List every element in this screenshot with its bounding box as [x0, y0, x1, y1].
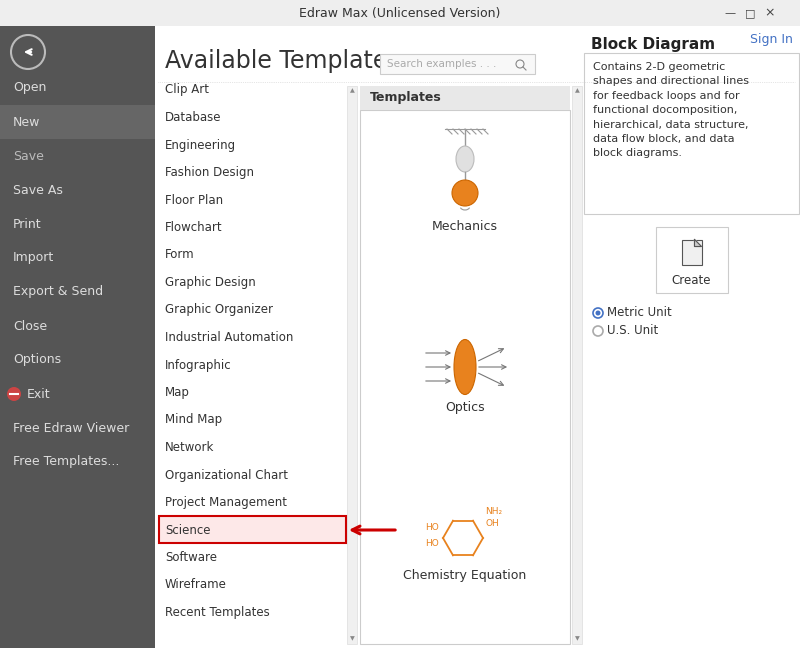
Text: Open: Open — [13, 82, 46, 95]
Text: Metric Unit: Metric Unit — [607, 307, 672, 319]
Text: Edraw Max (Unlicensed Version): Edraw Max (Unlicensed Version) — [299, 6, 501, 19]
Text: Print: Print — [13, 218, 42, 231]
Ellipse shape — [456, 146, 474, 172]
Text: Infographic: Infographic — [165, 358, 232, 371]
FancyBboxPatch shape — [584, 53, 799, 214]
Text: Search examples . . .: Search examples . . . — [387, 59, 496, 69]
Text: Available Templates: Available Templates — [165, 49, 400, 73]
FancyBboxPatch shape — [155, 26, 800, 648]
Text: Graphic Organizer: Graphic Organizer — [165, 303, 273, 316]
Circle shape — [7, 387, 21, 401]
Text: Map: Map — [165, 386, 190, 399]
Text: Import: Import — [13, 251, 54, 264]
Text: Sign In: Sign In — [750, 34, 793, 47]
FancyBboxPatch shape — [360, 110, 570, 644]
FancyBboxPatch shape — [572, 86, 582, 644]
Text: ▼: ▼ — [350, 636, 354, 642]
FancyBboxPatch shape — [0, 105, 155, 139]
FancyBboxPatch shape — [655, 227, 727, 293]
Text: Database: Database — [165, 111, 222, 124]
Text: Network: Network — [165, 441, 214, 454]
Text: U.S. Unit: U.S. Unit — [607, 325, 658, 338]
Text: Industrial Automation: Industrial Automation — [165, 331, 294, 344]
Text: Save: Save — [13, 150, 44, 163]
Text: Exit: Exit — [27, 388, 50, 400]
Text: OH: OH — [485, 520, 498, 529]
Text: Clip Art: Clip Art — [165, 84, 209, 97]
Circle shape — [452, 180, 478, 206]
FancyBboxPatch shape — [360, 86, 570, 110]
Circle shape — [595, 310, 601, 316]
FancyBboxPatch shape — [0, 26, 155, 648]
Text: —: — — [725, 8, 735, 18]
Text: ▲: ▲ — [574, 89, 579, 93]
Text: Mind Map: Mind Map — [165, 413, 222, 426]
Text: Chemistry Equation: Chemistry Equation — [403, 568, 526, 581]
Text: Fashion Design: Fashion Design — [165, 166, 254, 179]
Text: Create: Create — [672, 275, 711, 288]
Text: Free Templates...: Free Templates... — [13, 456, 119, 469]
Circle shape — [593, 326, 603, 336]
Text: Engineering: Engineering — [165, 139, 236, 152]
Text: Templates: Templates — [370, 91, 442, 104]
Text: Organizational Chart: Organizational Chart — [165, 469, 288, 481]
Text: Form: Form — [165, 248, 194, 262]
Text: Science: Science — [165, 524, 210, 537]
Text: Graphic Design: Graphic Design — [165, 276, 256, 289]
Text: ▼: ▼ — [574, 636, 579, 642]
Text: Optics: Optics — [445, 400, 485, 413]
Text: Wireframe: Wireframe — [165, 579, 227, 592]
Text: Mechanics: Mechanics — [432, 220, 498, 233]
Circle shape — [593, 308, 603, 318]
Text: Options: Options — [13, 354, 61, 367]
Text: Contains 2-D geometric
shapes and directional lines
for feedback loops and for
f: Contains 2-D geometric shapes and direct… — [593, 62, 749, 158]
Text: HO: HO — [426, 524, 439, 533]
Text: New: New — [13, 115, 40, 128]
FancyBboxPatch shape — [0, 0, 800, 26]
Text: Flowchart: Flowchart — [165, 221, 222, 234]
FancyBboxPatch shape — [159, 516, 346, 543]
FancyBboxPatch shape — [682, 240, 702, 264]
FancyBboxPatch shape — [347, 86, 357, 644]
Text: Software: Software — [165, 551, 217, 564]
Text: Free Edraw Viewer: Free Edraw Viewer — [13, 421, 130, 435]
Text: Floor Plan: Floor Plan — [165, 194, 223, 207]
Text: NH₂: NH₂ — [485, 507, 502, 516]
Text: ▲: ▲ — [350, 89, 354, 93]
Text: Block Diagram: Block Diagram — [591, 36, 715, 51]
Text: Export & Send: Export & Send — [13, 286, 103, 299]
Text: ×: × — [765, 6, 775, 19]
Text: HO: HO — [426, 540, 439, 548]
Text: Recent Templates: Recent Templates — [165, 606, 270, 619]
FancyBboxPatch shape — [380, 54, 535, 74]
Text: Close: Close — [13, 319, 47, 332]
Text: □: □ — [745, 8, 755, 18]
Ellipse shape — [454, 340, 476, 395]
Polygon shape — [694, 240, 702, 246]
Text: Project Management: Project Management — [165, 496, 287, 509]
Text: Save As: Save As — [13, 183, 63, 196]
